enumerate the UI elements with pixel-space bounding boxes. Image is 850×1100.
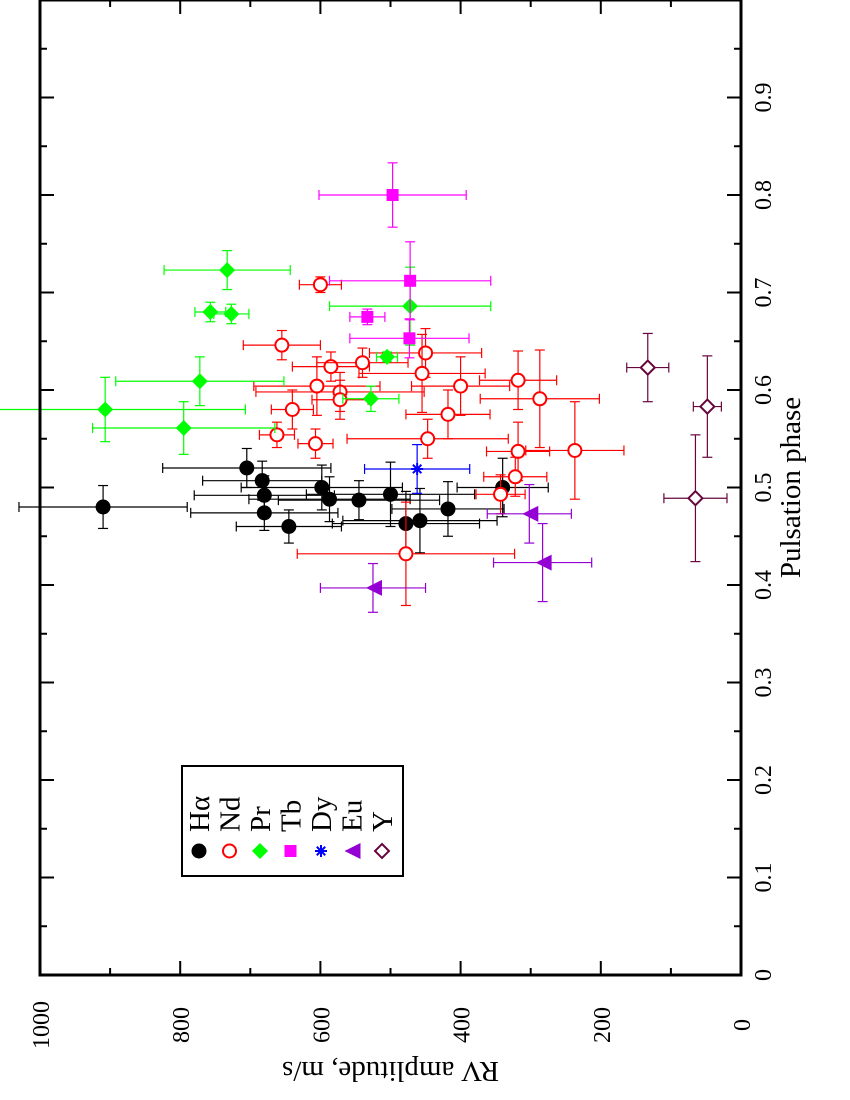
data-point bbox=[312, 277, 328, 293]
data-point bbox=[418, 345, 434, 361]
data-point bbox=[510, 443, 526, 459]
phase-tick-label: 0.5 bbox=[751, 473, 777, 503]
data-point bbox=[223, 305, 240, 322]
phase-tick-label: 0.2 bbox=[751, 765, 777, 795]
data-point bbox=[239, 460, 255, 476]
legend-marker bbox=[373, 842, 391, 860]
data-point bbox=[522, 505, 539, 522]
legend-label: Eu bbox=[337, 800, 369, 832]
series-h bbox=[18, 447, 549, 557]
data-point bbox=[386, 189, 399, 201]
data-point bbox=[323, 359, 339, 375]
series-nd bbox=[242, 276, 625, 607]
amplitude-tick-label: 800 bbox=[169, 1007, 195, 1043]
data-point bbox=[532, 391, 548, 407]
legend-marker bbox=[191, 843, 207, 859]
data-point bbox=[332, 392, 348, 408]
legend-label: Hα bbox=[184, 796, 216, 832]
phase-tick-label: 0.1 bbox=[751, 863, 777, 893]
data-point bbox=[404, 274, 417, 287]
data-point bbox=[412, 513, 428, 529]
x-axis-title: Pulsation phase bbox=[775, 397, 807, 578]
phase-tick-label: 0.9 bbox=[751, 83, 777, 113]
data-point bbox=[639, 359, 657, 376]
data-point bbox=[493, 486, 509, 502]
legend-marker bbox=[222, 843, 237, 859]
phase-tick-label: 0.4 bbox=[751, 570, 777, 600]
legend-label: Dy bbox=[306, 796, 338, 832]
y-axis-title: RV amplitude, m/s bbox=[282, 1055, 499, 1087]
legend-label: Tb bbox=[276, 800, 308, 832]
data-point bbox=[567, 442, 583, 458]
amplitude-tick-label: 400 bbox=[450, 1007, 476, 1043]
legend-box bbox=[181, 765, 404, 877]
data-point bbox=[365, 579, 382, 596]
data-point bbox=[507, 469, 523, 485]
data-layer bbox=[0, 162, 728, 613]
data-point bbox=[256, 505, 272, 521]
amplitude-tick-label: 600 bbox=[309, 1007, 335, 1043]
phase-tick-label: 0.8 bbox=[751, 180, 777, 210]
data-point bbox=[411, 462, 424, 475]
data-point bbox=[453, 378, 469, 394]
asterisk-stroke bbox=[316, 846, 326, 856]
data-point bbox=[307, 436, 323, 452]
data-point bbox=[698, 398, 716, 415]
data-point bbox=[398, 546, 414, 562]
phase-tick-label: 0 bbox=[751, 969, 777, 981]
series-pr bbox=[0, 249, 492, 455]
data-point bbox=[535, 554, 552, 571]
legend-marker bbox=[344, 843, 361, 859]
series-y bbox=[626, 332, 728, 563]
data-point bbox=[440, 406, 456, 422]
data-point bbox=[440, 501, 456, 517]
data-point bbox=[281, 519, 297, 534]
data-point bbox=[309, 378, 325, 394]
amplitude-tick-label: 1000 bbox=[29, 1001, 55, 1049]
legend-label: Y bbox=[367, 811, 399, 832]
data-point bbox=[97, 401, 114, 418]
data-point bbox=[175, 420, 192, 437]
data-point bbox=[322, 491, 338, 507]
data-point bbox=[420, 431, 436, 447]
data-point bbox=[274, 337, 290, 353]
data-point bbox=[383, 486, 398, 502]
plot-frame bbox=[38, 0, 743, 977]
data-point bbox=[414, 365, 430, 381]
data-point bbox=[219, 262, 236, 279]
data-point bbox=[202, 304, 219, 320]
amplitude-tick-label: 0 bbox=[730, 1019, 756, 1031]
series-dy bbox=[363, 444, 471, 494]
axes-layer: 0 0.1 0.2 0.3 0.4 0.5 0.6 0.7 0.8 0.9 0 200 400 600 80… bbox=[29, 0, 777, 1049]
data-point bbox=[284, 402, 300, 417]
data-point bbox=[361, 310, 374, 323]
series-eu bbox=[319, 483, 593, 613]
data-point bbox=[354, 355, 370, 371]
data-point bbox=[687, 489, 704, 507]
data-point bbox=[351, 492, 367, 508]
data-point bbox=[191, 373, 208, 390]
phase-tick-label: 0.3 bbox=[751, 668, 777, 698]
data-point bbox=[378, 348, 395, 365]
data-point bbox=[95, 499, 111, 515]
legend-marker bbox=[252, 843, 268, 859]
phase-tick-label: 0.6 bbox=[751, 375, 777, 405]
asterisk-stroke bbox=[412, 464, 423, 474]
phase-tick-label: 0.7 bbox=[751, 278, 777, 308]
data-point bbox=[510, 372, 526, 388]
legend-marker bbox=[315, 845, 327, 857]
series-tb bbox=[318, 162, 492, 359]
data-point bbox=[269, 427, 285, 443]
data-point bbox=[403, 332, 416, 345]
data-point bbox=[362, 390, 379, 407]
legend-label: Nd bbox=[215, 796, 247, 832]
legend-label: Pr bbox=[245, 806, 277, 832]
amplitude-tick-label: 200 bbox=[590, 1007, 616, 1043]
legend-marker bbox=[284, 845, 297, 857]
